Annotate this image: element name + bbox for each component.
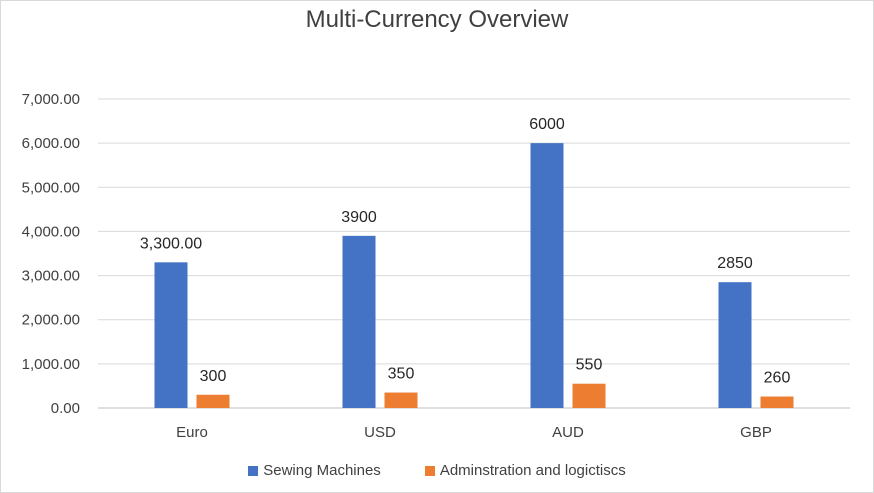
y-tick-label: 0.00 [51,400,80,417]
data-label: 350 [388,366,415,383]
bar-administration [760,396,794,408]
bar-sewing-machines [154,262,188,408]
chart-title: Multi-Currency Overview [305,6,569,33]
bar-administration [572,383,606,408]
data-label: 3,300.00 [140,235,202,252]
y-tick-label: 7,000.00 [22,91,80,108]
x-tick-label: AUD [552,424,584,441]
x-tick-label: GBP [740,424,772,441]
bar-sewing-machines [530,143,564,408]
data-label: 260 [764,370,791,387]
data-label: 6000 [529,116,565,133]
x-tick-label: USD [364,424,396,441]
y-tick-label: 5,000.00 [22,179,80,196]
legend-item-sewing-machines: Sewing Machines [248,462,381,479]
data-label: 3900 [341,209,377,226]
legend: Sewing Machines Adminstration and logict… [0,462,874,479]
legend-swatch-administration [424,465,435,476]
x-tick-label: Euro [176,424,208,441]
legend-label-administration: Adminstration and logictiscs [439,462,626,479]
data-label: 300 [200,368,227,385]
legend-label-sewing-machines: Sewing Machines [263,462,381,479]
bar-sewing-machines [718,282,752,408]
legend-item-administration: Adminstration and logictiscs [424,462,626,479]
y-tick-label: 6,000.00 [22,135,80,152]
y-tick-label: 2,000.00 [22,312,80,329]
bar-administration [196,394,230,408]
data-label: 550 [576,357,603,374]
legend-swatch-sewing-machines [248,465,259,476]
y-tick-label: 4,000.00 [22,223,80,240]
bar-administration [384,392,418,408]
y-tick-label: 1,000.00 [22,356,80,373]
data-label: 2850 [717,255,753,272]
bar-sewing-machines [342,235,376,408]
y-tick-label: 3,000.00 [22,268,80,285]
